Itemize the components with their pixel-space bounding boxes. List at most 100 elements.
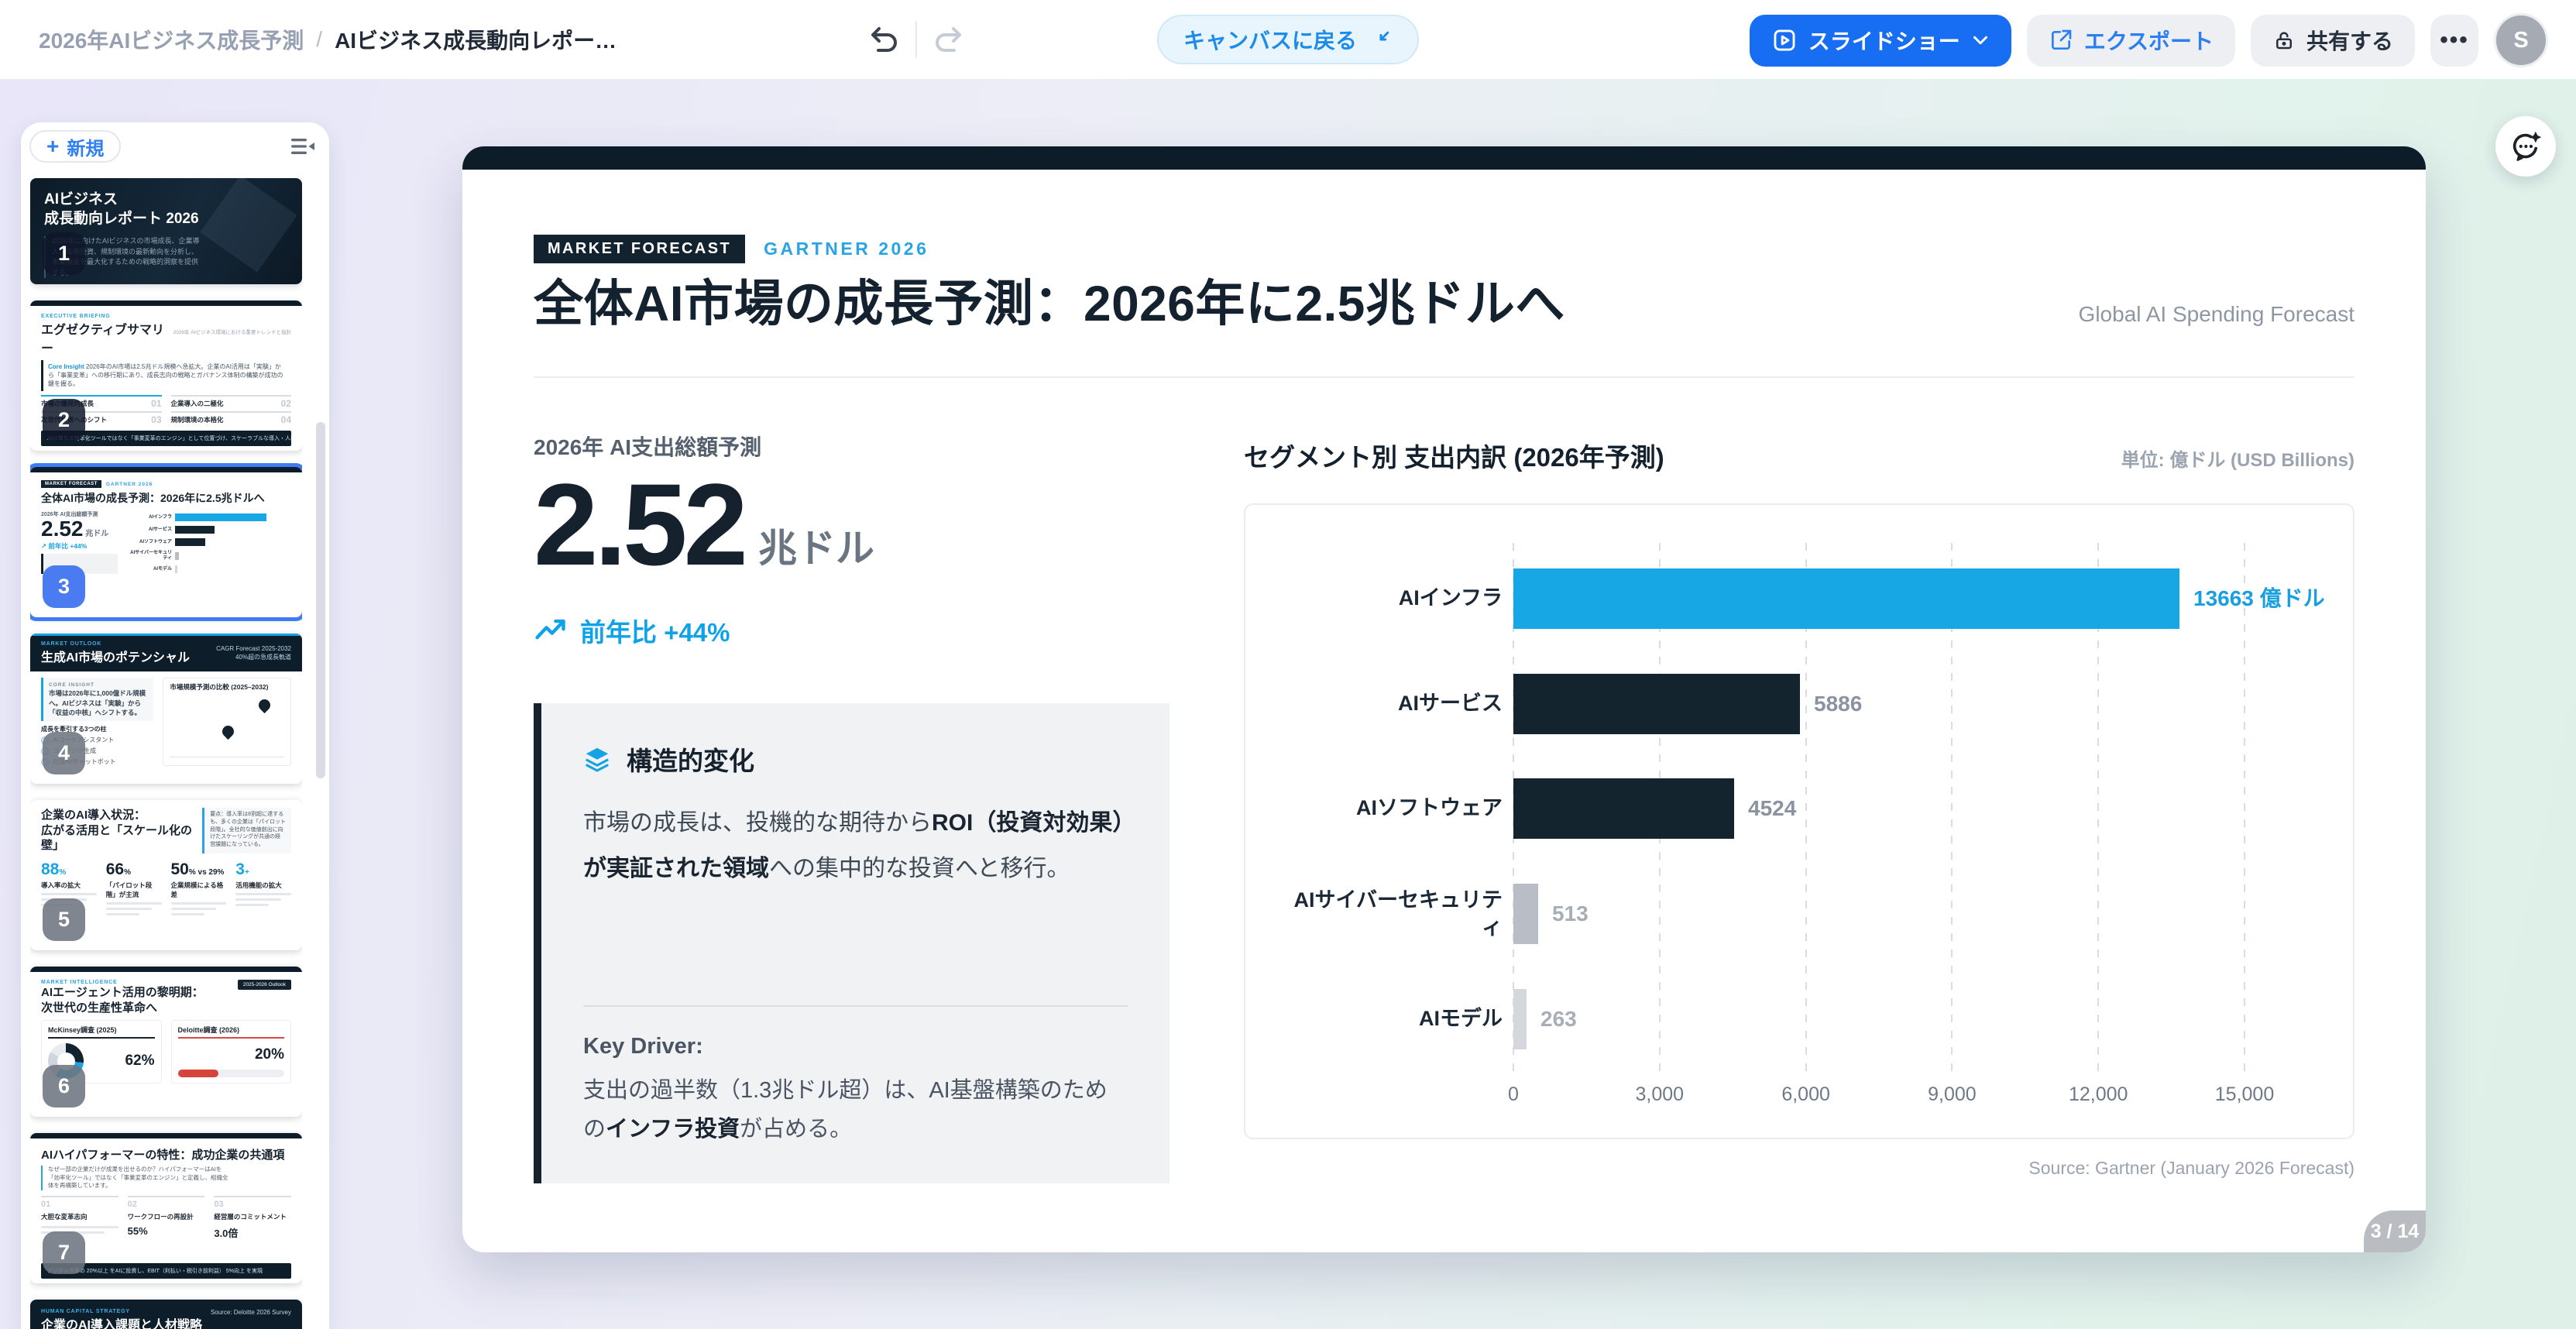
chart-bar [1513,778,1734,839]
thumb-title: 生成AI市場のポテンシャル [41,651,191,664]
editor-canvas: + 新規 AIビジネス 成長動向レポート 2026 2026年に向けたAIビジネス… [0,79,2576,1329]
chart-bar [1513,568,2179,629]
chart-title: セグメント別 支出内訳 (2026年予測) [1244,442,1664,472]
new-slide-button[interactable]: + 新規 [29,130,122,163]
gridline [1951,542,1953,1073]
kicker-row: MARKET FORECAST GARTNER 2026 [534,235,2354,263]
bar-value-label: 13663 億ドル [2193,586,2325,610]
chart-unit-label: 単位: 億ドル (USD Billions) [2121,449,2354,471]
kpi-value: 2.52 [534,458,748,589]
chart-bar [1513,673,1800,734]
corner-note: Global AI Spending Forecast [2078,301,2354,326]
chart-header: セグメント別 支出内訳 (2026年予測) 単位: 億ドル (USD Billi… [1244,437,2354,474]
plus-icon: + [46,134,60,158]
key-driver-body: 支出の過半数（1.3兆ドル超）は、AI基盤構築のためのインフラ投資が占める。 [583,1077,1108,1142]
thumbnail-number: 3 [43,565,85,608]
chat-sparkle-icon [2512,131,2542,161]
slide-thumbnail-7[interactable]: AIハイパフォーマーの特性：成功企業の共通項 なぜ一部の企業だけが成果を出せるの… [30,1133,302,1283]
x-axis-tick: 6,000 [1781,1083,1830,1105]
export-label: エクスポート [2083,29,2214,53]
chart-column: セグメント別 支出内訳 (2026年予測) 単位: 億ドル (USD Billi… [1244,431,2354,1184]
slide-editor[interactable]: MARKET FORECAST GARTNER 2026 全体AI市場の成長予測… [462,146,2426,1252]
more-button[interactable]: ••• [2430,14,2478,67]
ellipsis-icon: ••• [2440,27,2469,53]
thumbnail-number: 4 [43,732,85,774]
kicker-badge: MARKET FORECAST [534,235,746,263]
slide-accent-bar [462,146,2426,170]
slideshow-label: スライドショー [1808,29,1960,53]
bar-value-label: 513 [1552,901,1589,925]
slideshow-button[interactable]: スライドショー [1749,14,2011,67]
insight-header: 構造的変化 [583,740,1128,778]
scrollbar-thumb[interactable] [316,422,325,778]
slide-thumbnail-8[interactable]: HUMAN CAPITAL STRATEGY 企業のAI導入課題と人材戦略 Sour… [30,1300,302,1329]
thumb-title: エグゼクティブサマリー [41,324,165,355]
bar-category-label: AIサービス [1398,692,1503,716]
slide-thumbnail-1[interactable]: AIビジネス 成長動向レポート 2026 2026年に向けたAIビジネスの市場成長… [30,178,302,284]
insight-box: 構造的変化 市場の成長は、投機的な期待からROI（投資対効果）が実証された領域へ… [534,703,1170,1184]
undo-button[interactable] [866,21,903,58]
slide-body: MARKET FORECAST GARTNER 2026 全体AI市場の成長予測… [462,235,2426,1184]
page-indicator: 3 / 14 [2364,1211,2426,1252]
avatar[interactable]: S [2494,13,2548,67]
thumbnail-number: 2 [43,399,85,441]
thumb-title: 企業のAI導入課題と人材戦略 [41,1319,203,1329]
ai-chat-button[interactable] [2495,116,2556,177]
chart-source: Source: Gartner (January 2026 Forecast) [2028,1157,2354,1178]
insight-body: 市場の成長は、投機的な期待からROI（投資対効果）が実証された領域への集中的な投… [583,810,1125,881]
content-columns: 2026年 AI支出総額予測 2.52 兆ドル 前年比 +44% [534,431,2354,1184]
breadcrumb-current: AIビジネス成長動向レポー… [335,29,617,53]
chart-bar [1513,883,1538,944]
key-driver: Key Driver: 支出の過半数（1.3兆ドル超）は、AI基盤構築のためのイ… [583,1027,1128,1149]
thumb-title: 全体AI市場の成長予測：2026年に2.5兆ドルへ [41,492,265,504]
back-to-canvas-button[interactable]: キャンバスに戻る [1156,15,1420,64]
slide-thumbnail-4[interactable]: MARKET OUTLOOK 生成AI市場のポテンシャル CAGR Forecast… [30,634,302,784]
slide-title[interactable]: 全体AI市場の成長予測：2026年に2.5兆ドルへ [534,276,1565,331]
thumbnail-number: 6 [43,1065,85,1108]
collapse-icon [1379,31,1389,41]
bar-value-label: 4524 [1748,795,1797,820]
new-slide-label: 新規 [67,138,105,160]
gridline [2097,542,2100,1073]
trending-up-icon [535,619,565,640]
list-collapse-icon [291,139,314,154]
kpi-column: 2026年 AI支出総額予測 2.52 兆ドル 前年比 +44% [534,431,1170,1184]
x-axis-tick: 15,000 [2214,1083,2275,1105]
redo-button[interactable] [929,21,967,58]
top-bar: 2026年AIビジネス成長予測 / AIビジネス成長動向レポー… キャンバスに戻… [0,0,2576,79]
slide-thumbnail-3[interactable]: MARKET FORECAST GARTNER 2026 全体AI市場の成長予測：… [30,467,302,617]
back-to-canvas-label: キャンバスに戻る [1183,29,1358,53]
header-actions: スライドショー エクスポート 共有する ••• S [1749,13,2548,67]
share-button[interactable]: 共有する [2250,14,2415,67]
slide-thumbnail-2[interactable]: EXECUTIVE BRIEFING エグゼクティブサマリー 2026年 AIビジ… [30,300,302,451]
insight-title: 構造的変化 [627,747,754,776]
breadcrumb-parent[interactable]: 2026年AIビジネス成長予測 [39,29,304,53]
thumb-title: 企業のAI導入状況： 広がる活用と「スケール化の壁」 [41,809,193,852]
lock-icon [2275,32,2292,50]
bar-category-label: AIソフトウェア [1356,796,1503,820]
slides-sidebar: + 新規 AIビジネス 成長動向レポート 2026 2026年に向けたAIビジネス… [21,122,329,1329]
kpi-label: 2026年 AI支出総額予測 [534,434,762,459]
title-row: 全体AI市場の成長予測：2026年に2.5兆ドルへ Global AI Spen… [534,276,2354,333]
thumb-title: AIビジネス 成長動向レポート 2026 [44,191,199,227]
export-button[interactable]: エクスポート [2026,14,2235,67]
sidebar-header: + 新規 [29,130,318,163]
thumb-title: AIハイパフォーマーの特性：成功企業の共通項 [41,1149,285,1162]
gridline [2244,542,2245,1073]
undo-icon [871,27,897,52]
bar-category-label: AIインフラ [1398,586,1503,610]
chart-bar [1513,988,1527,1049]
play-icon [1774,29,1795,51]
bar-value-label: 5886 [1814,691,1863,716]
export-icon [2051,29,2072,50]
x-axis-tick: 0 [1508,1083,1519,1105]
share-label: 共有する [2306,29,2393,53]
gridline [1805,542,1807,1073]
collapse-list-button[interactable] [287,131,318,162]
yoy-indicator: 前年比 +44% [534,612,1170,649]
bar-category-label: AIサイバーセキュリティ [1293,888,1503,939]
slide-thumbnail-6[interactable]: MARKET INTELLIGENCE AIエージェント活用の黎明期： 次世代の生産… [30,967,302,1117]
breadcrumb-separator: / [316,27,323,51]
slide-thumbnail-5[interactable]: 企業のAI導入状況： 広がる活用と「スケール化の壁」 要点：導入率は8割超に達するも… [30,800,302,950]
